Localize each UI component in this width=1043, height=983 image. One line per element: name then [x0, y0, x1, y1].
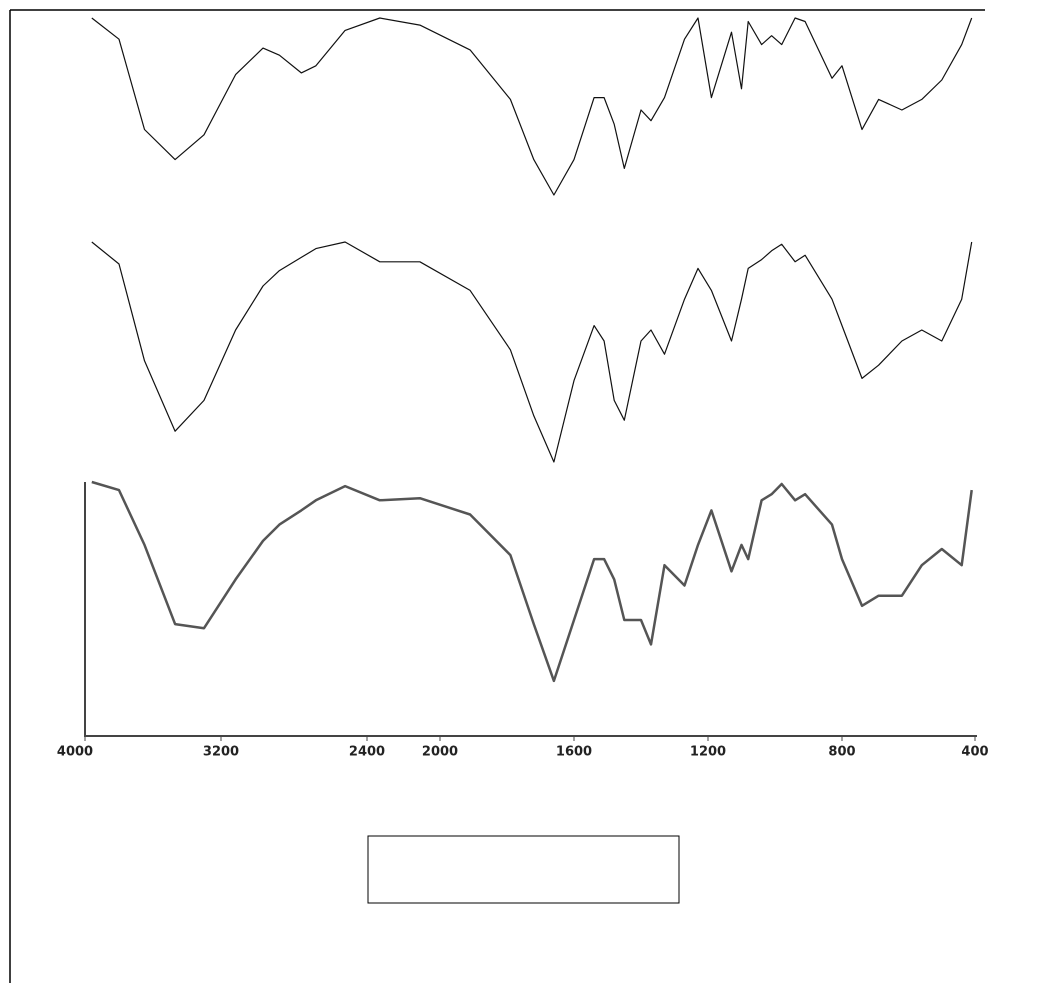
x-tick-label: 4000 — [57, 745, 93, 760]
x-tick-label: 800 — [828, 745, 855, 760]
x-tick-label: 1600 — [556, 745, 592, 760]
x-tick-label: 400 — [961, 745, 988, 760]
x-tick-label: 1200 — [690, 745, 726, 760]
spectrum-line — [91, 480, 973, 683]
spectrum-line — [91, 241, 973, 463]
x-tick-label: 2000 — [422, 745, 458, 760]
spectrum-line — [91, 17, 973, 196]
empty-box — [367, 835, 680, 904]
x-tick-label: 2400 — [349, 745, 385, 760]
x-tick-label: 3200 — [203, 745, 239, 760]
